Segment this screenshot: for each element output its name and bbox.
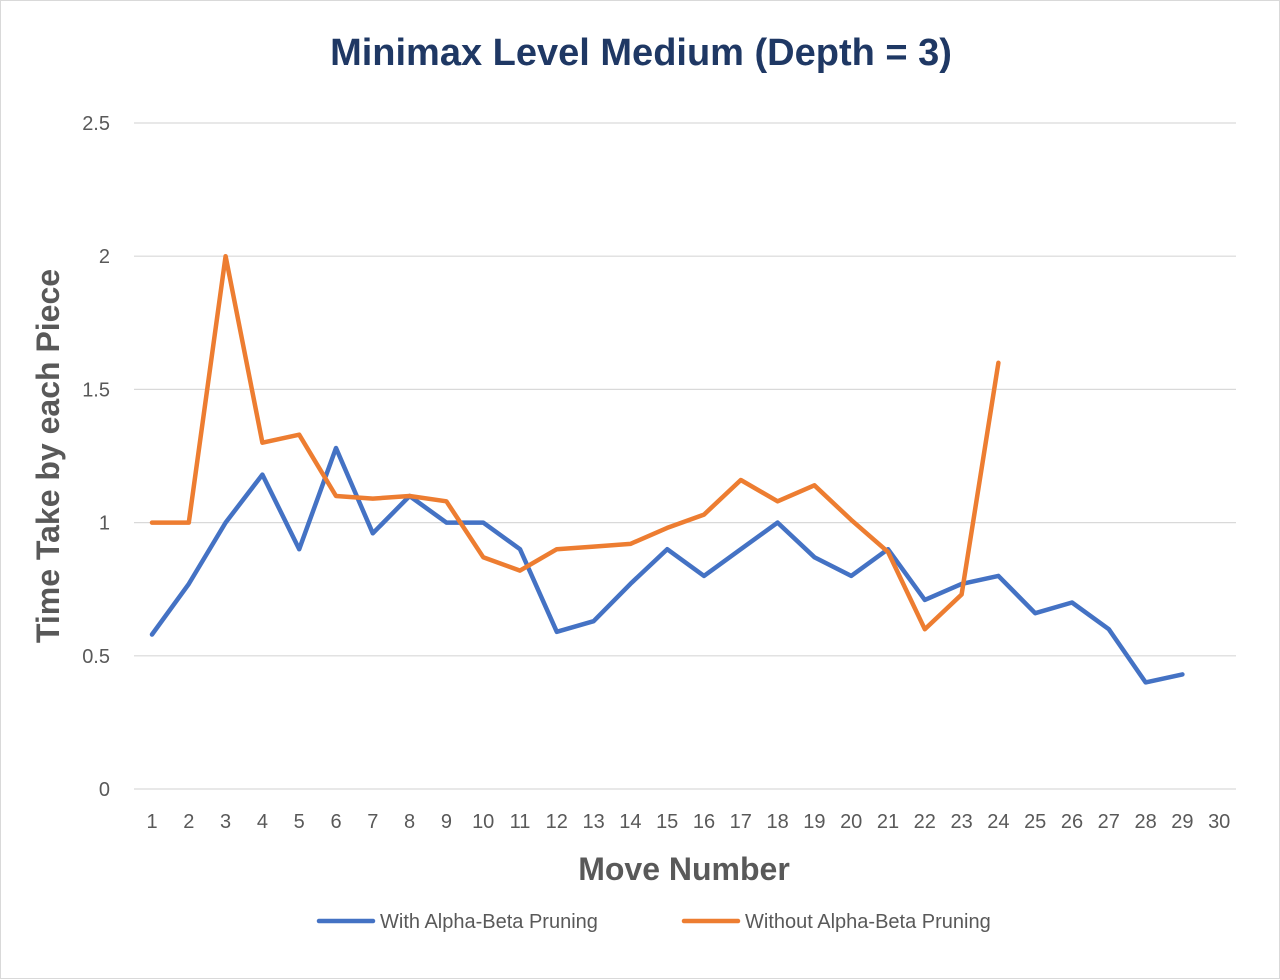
y-tick-label: 1.5 [82,379,110,401]
x-tick-label: 21 [877,811,899,833]
y-axis-ticks: 0 0.5 1 1.5 2 2.5 [82,113,110,801]
chart-title: Minimax Level Medium (Depth = 3) [330,32,952,74]
x-tick-label: 11 [510,811,531,833]
x-tick-label: 24 [987,811,1009,833]
x-tick-label: 13 [582,811,604,833]
x-tick-label: 27 [1098,811,1120,833]
x-tick-label: 30 [1208,811,1230,833]
x-tick-label: 22 [914,811,936,833]
x-tick-label: 5 [294,811,305,833]
x-tick-label: 4 [257,811,268,833]
gridlines [134,122,1236,790]
y-tick-label: 1 [99,513,110,535]
x-tick-label: 29 [1171,811,1193,833]
x-tick-label: 9 [441,811,452,833]
x-tick-label: 20 [840,811,862,833]
series-line-2 [149,253,1001,632]
legend: With Alpha-Beta Pruning Without Alpha-Bet… [316,911,991,933]
x-tick-label: 16 [693,811,715,833]
x-axis-ticks: 1 2 3 4 5 6 7 8 9 10 11 12 13 14 15 16 17 18 19 20 21 22 23 24 2… [146,811,1230,833]
y-axis-title: Time Take by each Piece [30,269,66,643]
legend-label-1: With Alpha-Beta Pruning [380,911,598,933]
x-tick-label: 6 [330,811,341,833]
x-tick-label: 28 [1134,811,1156,833]
x-tick-label: 7 [367,811,378,833]
y-tick-label: 2 [99,246,110,268]
series-lines [149,253,1185,685]
x-tick-label: 3 [220,811,231,833]
y-tick-label: 2.5 [82,113,110,135]
x-tick-label: 19 [803,811,825,833]
x-tick-label: 10 [472,811,494,833]
x-tick-label: 14 [619,811,641,833]
series-line-1 [149,445,1185,685]
x-tick-label: 15 [656,811,678,833]
x-tick-label: 2 [183,811,194,833]
x-tick-label: 26 [1061,811,1083,833]
x-tick-label: 17 [730,811,752,833]
x-tick-label: 12 [546,811,568,833]
x-tick-label: 23 [950,811,972,833]
legend-label-2: Without Alpha-Beta Pruning [745,911,991,933]
y-tick-label: 0 [99,779,110,801]
x-tick-label: 25 [1024,811,1046,833]
x-tick-label: 1 [146,811,157,833]
x-tick-label: 18 [766,811,788,833]
x-tick-label: 8 [404,811,415,833]
x-axis-title: Move Number [578,851,790,887]
y-tick-label: 0.5 [82,646,110,668]
